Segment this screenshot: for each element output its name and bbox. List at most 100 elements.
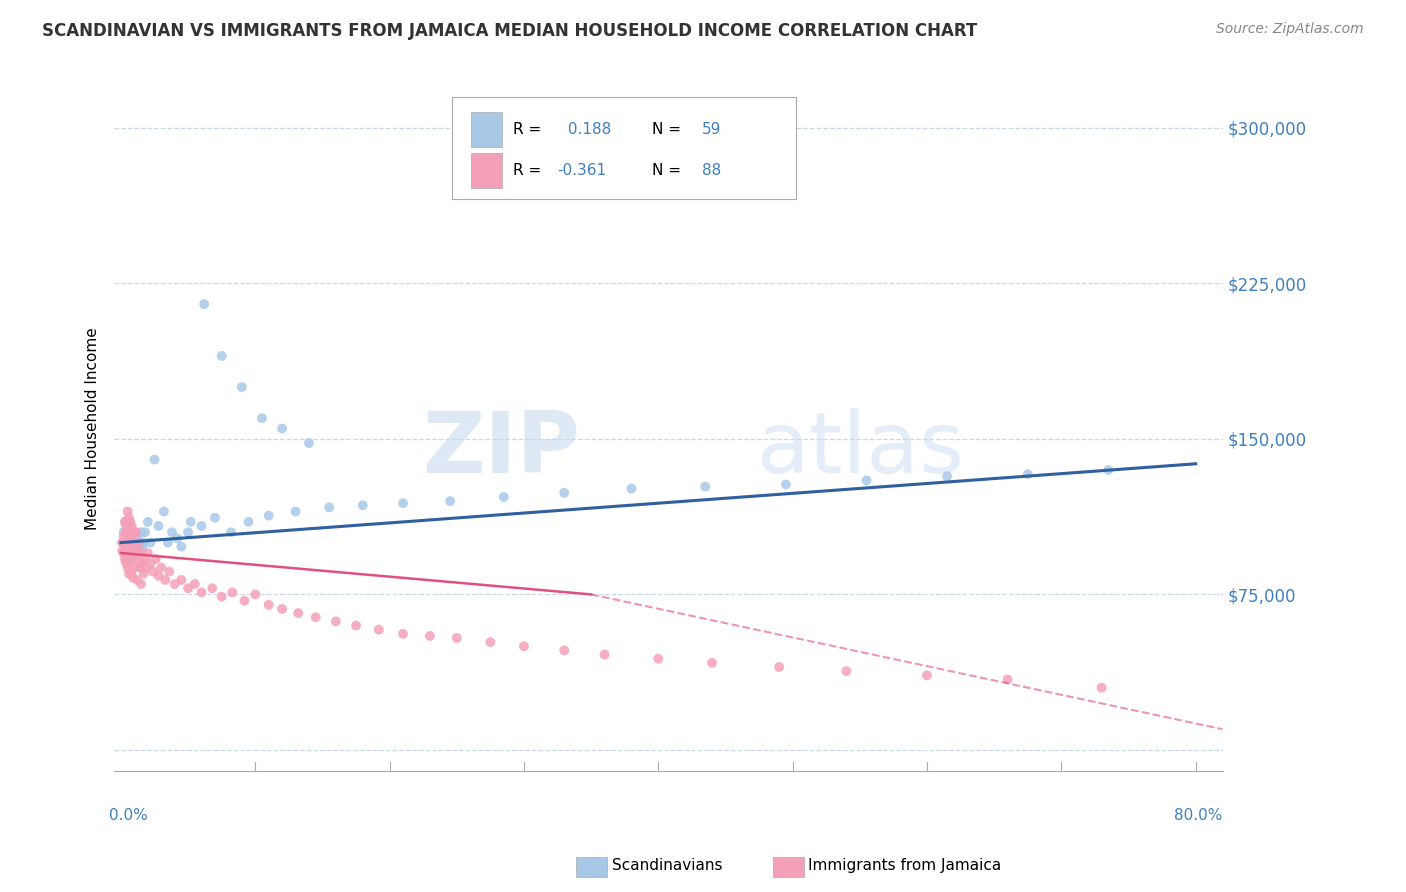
- Point: [287, 606, 309, 620]
- Y-axis label: Median Household Income: Median Household Income: [86, 327, 100, 530]
- Point: [163, 577, 186, 591]
- Point: [139, 535, 162, 549]
- Point: [134, 552, 156, 566]
- Point: [238, 515, 260, 529]
- Point: [131, 557, 153, 571]
- Point: [131, 540, 153, 554]
- Point: [419, 629, 441, 643]
- Point: [160, 525, 183, 540]
- Point: [134, 525, 156, 540]
- Point: [124, 535, 146, 549]
- Point: [344, 618, 367, 632]
- Point: [177, 581, 200, 595]
- Point: [177, 525, 200, 540]
- Point: [120, 535, 142, 549]
- FancyBboxPatch shape: [471, 153, 502, 187]
- Point: [352, 498, 374, 512]
- Text: R =: R =: [513, 122, 547, 137]
- Point: [150, 560, 173, 574]
- FancyBboxPatch shape: [471, 112, 502, 146]
- Point: [647, 651, 669, 665]
- Point: [118, 510, 141, 524]
- Point: [367, 623, 389, 637]
- Point: [231, 380, 253, 394]
- Point: [124, 535, 146, 549]
- Point: [143, 452, 166, 467]
- Point: [439, 494, 461, 508]
- Text: 0.0%: 0.0%: [108, 808, 148, 823]
- Point: [114, 546, 136, 560]
- Point: [122, 525, 145, 540]
- Point: [190, 585, 212, 599]
- Point: [122, 571, 145, 585]
- Point: [117, 560, 139, 574]
- Text: SCANDINAVIAN VS IMMIGRANTS FROM JAMAICA MEDIAN HOUSEHOLD INCOME CORRELATION CHAR: SCANDINAVIAN VS IMMIGRANTS FROM JAMAICA …: [42, 22, 977, 40]
- Text: 59: 59: [702, 122, 721, 137]
- Point: [233, 593, 256, 607]
- Point: [1091, 681, 1114, 695]
- Point: [115, 552, 138, 566]
- Point: [855, 474, 877, 488]
- Point: [125, 573, 148, 587]
- Point: [221, 585, 243, 599]
- Point: [120, 552, 142, 566]
- Text: N =: N =: [652, 122, 686, 137]
- Point: [190, 519, 212, 533]
- Point: [115, 535, 138, 549]
- Point: [136, 546, 159, 560]
- Point: [257, 598, 280, 612]
- Point: [593, 648, 616, 662]
- Point: [129, 577, 152, 591]
- Point: [245, 587, 267, 601]
- Point: [132, 566, 155, 581]
- Point: [115, 523, 138, 537]
- Point: [204, 510, 226, 524]
- Point: [114, 540, 136, 554]
- Point: [117, 535, 139, 549]
- Point: [392, 627, 415, 641]
- Point: [127, 535, 149, 549]
- Point: [121, 532, 143, 546]
- Point: [121, 519, 143, 533]
- Point: [114, 552, 136, 566]
- Point: [201, 581, 224, 595]
- Point: [122, 546, 145, 560]
- Point: [125, 546, 148, 560]
- Point: [271, 602, 294, 616]
- Point: [111, 544, 134, 558]
- Point: [127, 541, 149, 556]
- Point: [139, 557, 162, 571]
- Point: [700, 656, 723, 670]
- Text: R =: R =: [513, 163, 547, 178]
- Point: [936, 469, 959, 483]
- Point: [211, 349, 233, 363]
- Point: [122, 544, 145, 558]
- Text: 88: 88: [702, 163, 721, 178]
- Point: [148, 519, 170, 533]
- Point: [120, 529, 142, 543]
- Point: [115, 557, 138, 571]
- Text: ZIP: ZIP: [422, 408, 579, 491]
- Point: [136, 515, 159, 529]
- Point: [479, 635, 502, 649]
- Point: [157, 565, 180, 579]
- Point: [915, 668, 938, 682]
- Point: [117, 527, 139, 541]
- Point: [112, 529, 135, 543]
- Point: [115, 540, 138, 554]
- Point: [129, 546, 152, 560]
- Point: [128, 535, 150, 549]
- Point: [117, 504, 139, 518]
- Point: [250, 411, 273, 425]
- Point: [142, 565, 165, 579]
- Point: [128, 546, 150, 560]
- Point: [115, 519, 138, 533]
- Point: [620, 482, 643, 496]
- Point: [271, 421, 294, 435]
- Point: [125, 525, 148, 540]
- Point: [127, 548, 149, 562]
- Point: [112, 525, 135, 540]
- Point: [392, 496, 415, 510]
- Point: [180, 515, 202, 529]
- Point: [553, 485, 575, 500]
